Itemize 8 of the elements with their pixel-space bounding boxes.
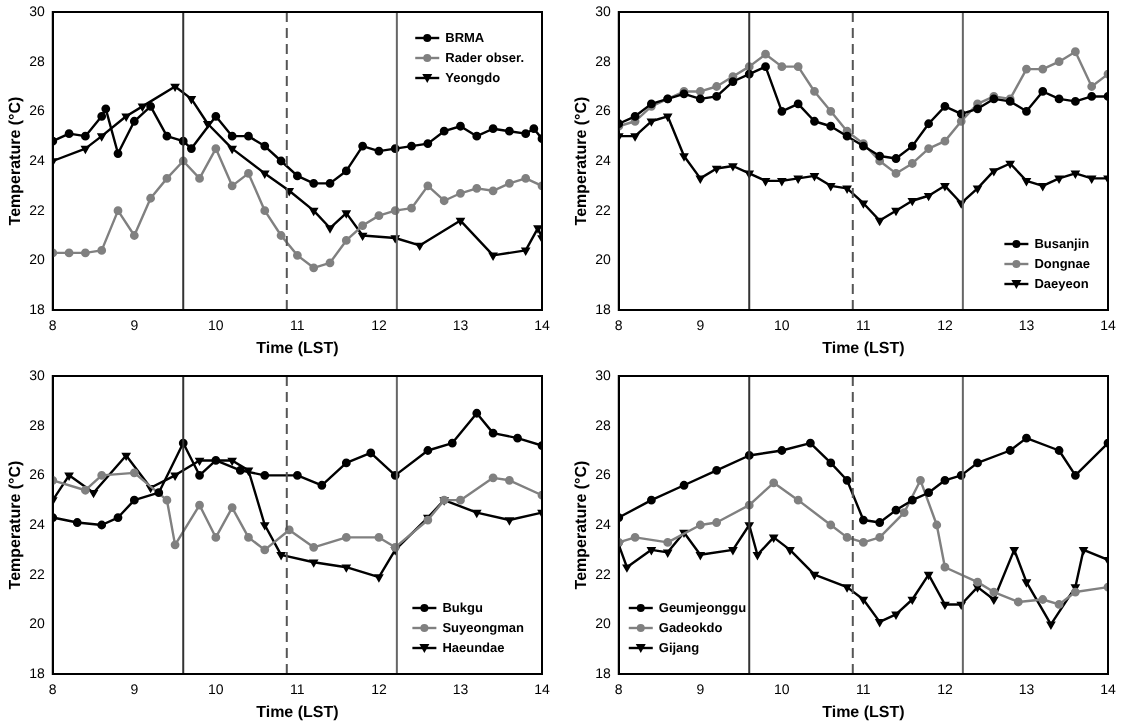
y-axis-title: Temperature (°C) bbox=[6, 459, 25, 590]
y-axis-title: Temperature (°C) bbox=[572, 95, 591, 226]
x-axis-title: Time (LST) bbox=[822, 702, 906, 721]
x-axis-title: Time (LST) bbox=[822, 338, 906, 357]
x-axis-title: Time (LST) bbox=[256, 338, 340, 357]
y-axis-title: Temperature (°C) bbox=[6, 95, 25, 226]
x-axis-title: Time (LST) bbox=[256, 702, 340, 721]
y-axis-title: Temperature (°C) bbox=[572, 459, 591, 590]
